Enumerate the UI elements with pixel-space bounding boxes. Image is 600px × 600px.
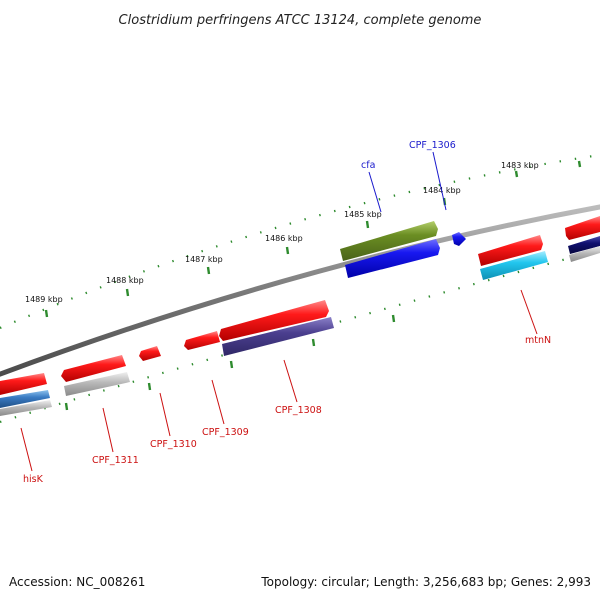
gene-label-cpf-1306[interactable]: CPF_1306 (409, 140, 456, 151)
map-title: Clostridium perfringens ATCC 13124, comp… (119, 13, 482, 28)
gene-cpf-1310-upper[interactable] (139, 346, 161, 361)
genome-backbone (0, 204, 600, 377)
leader-hisK (20, 427, 33, 472)
gene-label-cpf-1311[interactable]: CPF_1311 (92, 455, 139, 466)
kbp-label-1485: 1485 kbp (344, 210, 382, 219)
gene-cpf-1308-lower[interactable] (222, 317, 334, 356)
gene-hisK-gray[interactable] (0, 400, 52, 416)
leader-cpf-1306 (432, 151, 447, 211)
gene-right-navy[interactable] (568, 236, 600, 254)
gene-cpf-1306[interactable] (452, 232, 466, 246)
leader-cpf-1309 (211, 379, 225, 425)
gene-mtnN-lower[interactable] (480, 251, 548, 280)
forward-strand-genes (0, 216, 600, 395)
leader-cpf-1310 (159, 392, 171, 437)
outer-ruler-major-ticks (44, 160, 582, 318)
leader-cfa (368, 171, 382, 213)
genome-summary-text: Topology: circular; Length: 3,256,683 bp… (260, 575, 591, 589)
gene-cpf-1308-upper[interactable] (219, 300, 329, 341)
gene-hisK-upper[interactable] (0, 373, 47, 395)
gene-hisK-steel[interactable] (0, 390, 50, 408)
gene-label-hisK[interactable]: hisK (23, 474, 44, 485)
secondary-track-genes (0, 239, 548, 416)
gene-mtnN-upper[interactable] (478, 235, 543, 266)
leader-cpf-1311 (102, 407, 114, 453)
leader-lines (20, 151, 538, 472)
gene-cpf-1309-upper[interactable] (184, 331, 220, 350)
gene-cpf-1311-lower[interactable] (64, 372, 130, 396)
kbp-label-1488: 1488 kbp (106, 276, 144, 285)
gene-right-gray[interactable] (569, 246, 600, 262)
gene-blue-bar[interactable] (345, 239, 440, 278)
leader-cpf-1308 (283, 359, 298, 403)
kbp-label-1483: 1483 kbp (501, 161, 539, 170)
inner-ruler-major-ticks (64, 314, 396, 411)
gene-label-cpf-1310[interactable]: CPF_1310 (150, 439, 197, 450)
gene-label-cpf-1308[interactable]: CPF_1308 (275, 405, 322, 416)
kbp-label-1486: 1486 kbp (265, 234, 303, 243)
kbp-label-1489: 1489 kbp (25, 295, 63, 304)
gene-cpf-1311-upper[interactable] (61, 355, 126, 382)
gene-right-red[interactable] (565, 216, 600, 240)
gene-label-mtnN[interactable]: mtnN (525, 335, 551, 346)
outer-ruler (0, 153, 600, 330)
accession-text: Accession: NC_008261 (9, 575, 145, 589)
gene-cfa[interactable] (340, 221, 438, 261)
leader-mtnN (520, 289, 538, 335)
outer-ruler-minor-ticks (0, 153, 600, 330)
gene-label-cfa[interactable]: cfa (361, 160, 375, 171)
kbp-label-1487: 1487 kbp (185, 255, 223, 264)
gene-label-cpf-1309[interactable]: CPF_1309 (202, 427, 249, 438)
